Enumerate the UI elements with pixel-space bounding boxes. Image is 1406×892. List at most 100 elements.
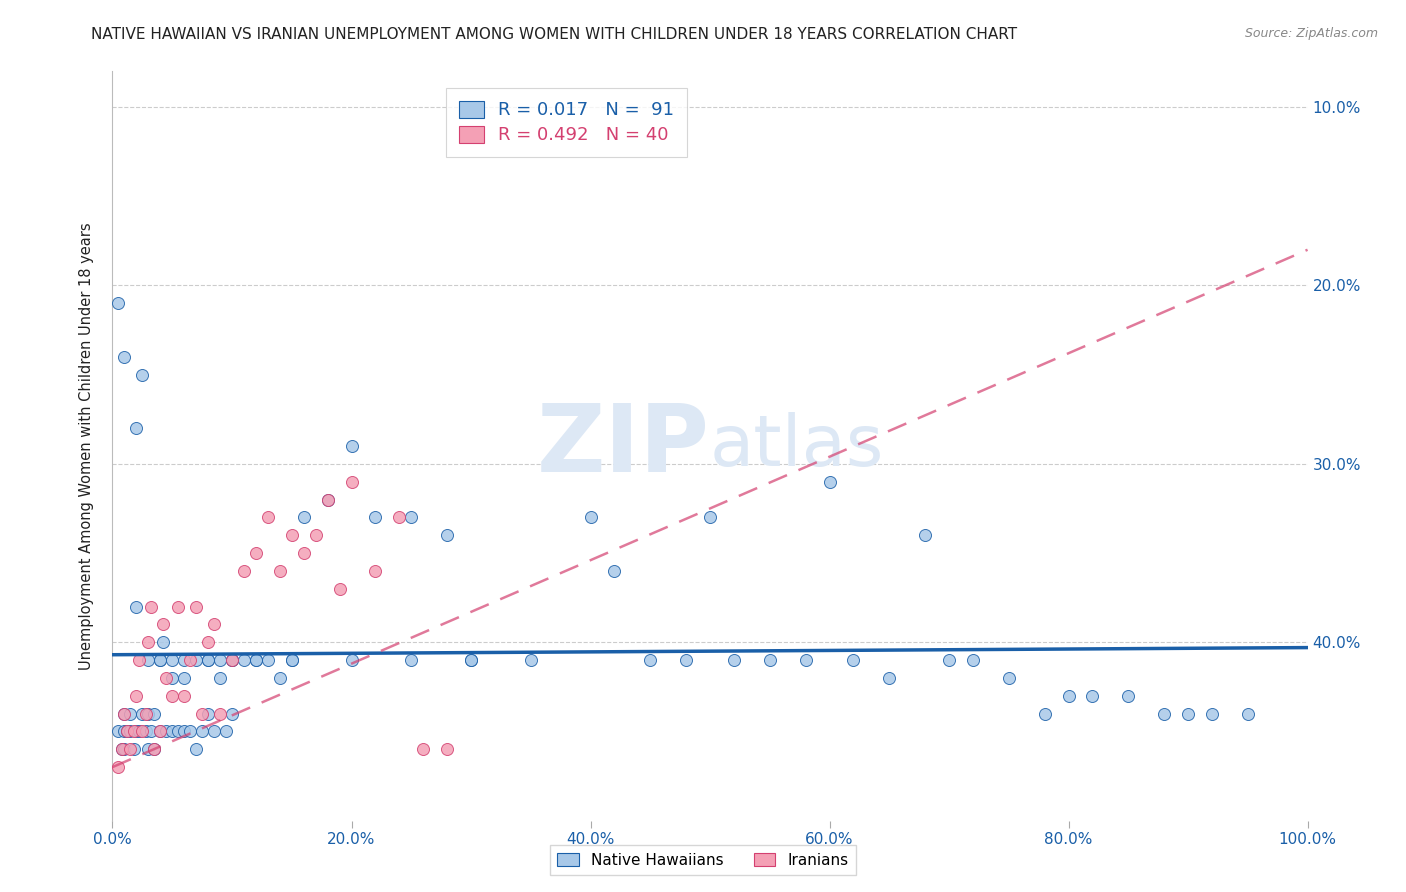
Point (1153, 706, 1175, 721)
Point (111, 742, 134, 756)
Point (138, 706, 160, 721)
Text: atlas: atlas (710, 411, 884, 481)
Point (316, 492, 339, 507)
Point (520, 653, 543, 667)
Point (162, 689, 183, 703)
Point (364, 510, 387, 524)
Point (269, 671, 291, 685)
Point (125, 689, 148, 703)
Point (167, 724, 190, 739)
Point (842, 653, 865, 667)
Point (138, 635, 160, 649)
Point (209, 671, 232, 685)
Point (155, 724, 177, 739)
Point (388, 510, 411, 524)
Point (135, 724, 157, 739)
Point (257, 653, 280, 667)
Point (197, 706, 219, 721)
Point (723, 653, 745, 667)
Point (125, 421, 148, 435)
Point (233, 564, 256, 578)
Point (221, 653, 243, 667)
Point (114, 706, 135, 721)
Point (131, 368, 153, 382)
Point (675, 653, 697, 667)
Point (329, 582, 352, 596)
Point (1201, 706, 1223, 721)
Point (115, 724, 138, 739)
Point (316, 492, 339, 507)
Point (221, 706, 243, 721)
Point (114, 706, 135, 721)
Point (221, 653, 243, 667)
Point (401, 653, 423, 667)
Point (221, 653, 243, 667)
Point (149, 724, 172, 739)
Point (167, 599, 190, 614)
Point (162, 724, 183, 739)
Text: Source: ZipAtlas.com: Source: ZipAtlas.com (1244, 27, 1378, 40)
Point (173, 653, 195, 667)
Point (401, 510, 423, 524)
Point (292, 510, 315, 524)
Point (125, 724, 148, 739)
Point (143, 706, 166, 721)
Point (155, 671, 177, 685)
Point (173, 671, 195, 685)
Point (818, 475, 841, 489)
Point (197, 635, 219, 649)
Point (152, 617, 174, 632)
Point (1033, 706, 1056, 721)
Point (162, 653, 183, 667)
Point (245, 653, 267, 667)
Point (269, 564, 291, 578)
Point (292, 546, 315, 560)
Point (149, 653, 172, 667)
Point (202, 724, 225, 739)
Point (191, 724, 214, 739)
Point (143, 742, 166, 756)
Legend: R = 0.017   N =  91, R = 0.492   N = 40: R = 0.017 N = 91, R = 0.492 N = 40 (446, 88, 688, 157)
Point (120, 706, 142, 721)
Point (139, 599, 162, 614)
Point (139, 724, 162, 739)
Point (412, 742, 434, 756)
Point (149, 724, 172, 739)
Point (938, 653, 960, 667)
Point (305, 528, 328, 542)
Point (152, 635, 174, 649)
Text: NATIVE HAWAIIAN VS IRANIAN UNEMPLOYMENT AMONG WOMEN WITH CHILDREN UNDER 18 YEARS: NATIVE HAWAIIAN VS IRANIAN UNEMPLOYMENT … (91, 27, 1018, 42)
Point (191, 706, 214, 721)
Point (107, 296, 129, 310)
Point (125, 599, 148, 614)
Point (107, 724, 129, 739)
Point (1237, 706, 1260, 721)
Point (245, 546, 267, 560)
Point (340, 439, 363, 453)
Point (998, 671, 1021, 685)
Point (143, 742, 166, 756)
Point (135, 706, 157, 721)
Point (1118, 689, 1140, 703)
Point (603, 564, 626, 578)
Point (245, 653, 267, 667)
Point (162, 671, 183, 685)
Point (138, 653, 160, 667)
Y-axis label: Unemployment Among Women with Children Under 18 years: Unemployment Among Women with Children U… (79, 222, 94, 670)
Point (111, 742, 134, 756)
Point (257, 510, 280, 524)
Point (115, 724, 138, 739)
Point (197, 653, 219, 667)
Point (436, 528, 458, 542)
Point (173, 724, 195, 739)
Point (131, 724, 153, 739)
Point (173, 689, 195, 703)
Point (759, 653, 782, 667)
Point (794, 653, 817, 667)
Point (197, 653, 219, 667)
Point (460, 653, 482, 667)
Point (209, 653, 232, 667)
Point (281, 528, 304, 542)
Point (122, 724, 145, 739)
Point (1177, 706, 1199, 721)
